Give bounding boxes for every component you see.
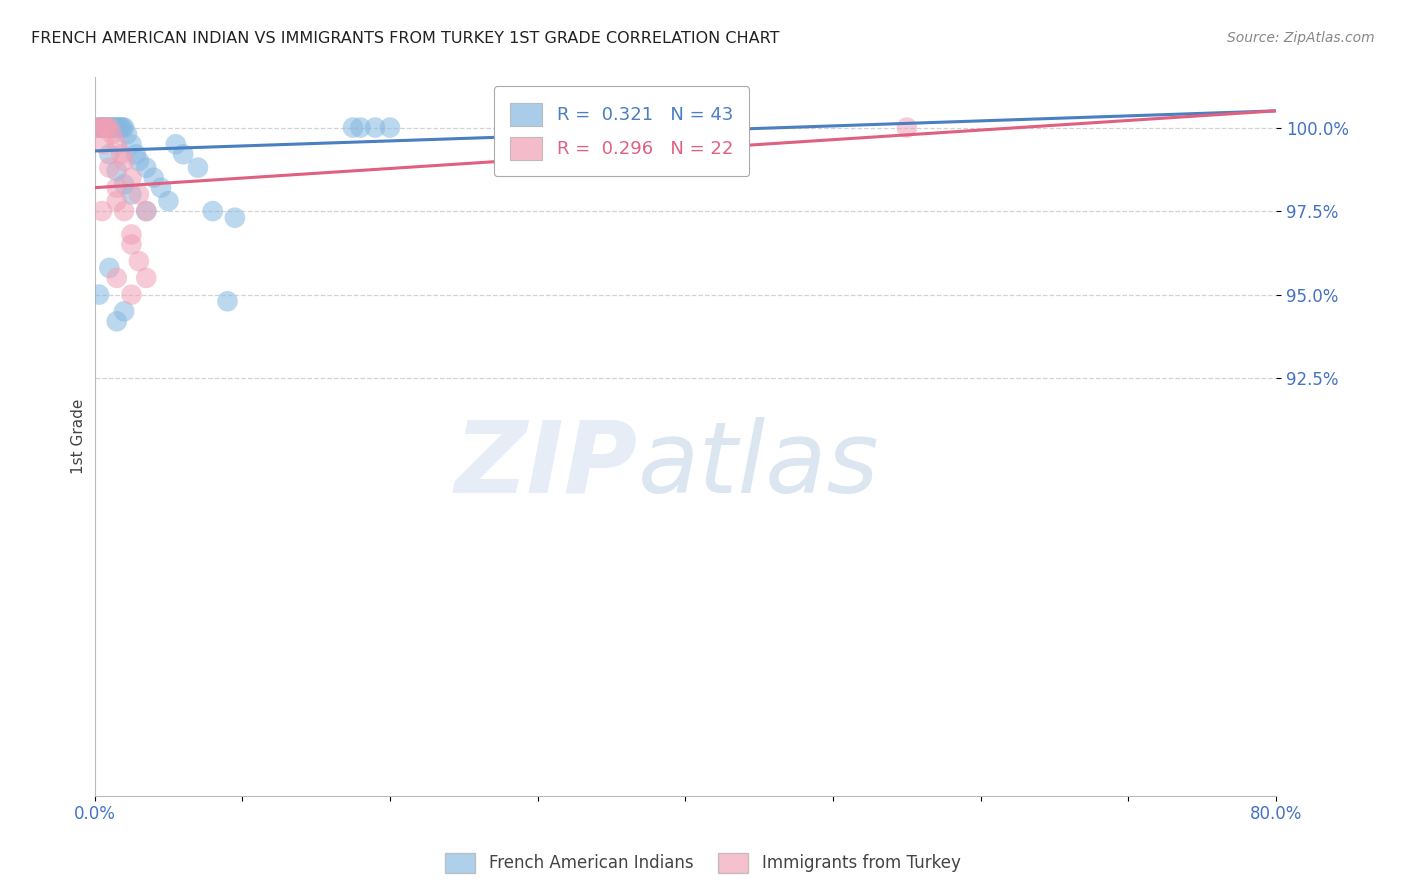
Point [98, 120, 121, 135]
Point [96, 120, 118, 135]
Point [86, 120, 108, 135]
Point [342, 120, 364, 135]
Point [110, 120, 132, 135]
Point [108, 120, 131, 135]
Point [135, 161, 157, 175]
Point [121, 170, 143, 185]
Point [105, 120, 128, 135]
Point [112, 178, 135, 192]
Point [165, 137, 187, 152]
Point [103, 120, 125, 135]
Text: FRENCH AMERICAN INDIAN VS IMMIGRANTS FROM TURKEY 1ST GRADE CORRELATION CHART: FRENCH AMERICAN INDIAN VS IMMIGRANTS FRO… [31, 31, 779, 46]
Point [112, 120, 135, 135]
Point [555, 120, 578, 135]
Point [97, 120, 120, 135]
Point [128, 254, 150, 268]
Legend: R =  0.321   N = 43, R =  0.296   N = 22: R = 0.321 N = 43, R = 0.296 N = 22 [494, 87, 749, 177]
Point [142, 170, 165, 185]
Point [98, 161, 121, 175]
Point [87, 120, 110, 135]
Point [98, 120, 121, 135]
Point [128, 187, 150, 202]
Point [644, 120, 666, 135]
Point [96, 120, 118, 135]
Text: atlas: atlas [638, 417, 880, 514]
Point [187, 161, 209, 175]
Point [105, 314, 128, 328]
Point [93, 120, 115, 135]
Point [364, 120, 387, 135]
Point [91, 204, 114, 219]
Point [105, 137, 128, 152]
Point [115, 127, 138, 141]
Point [104, 120, 127, 135]
Point [121, 187, 143, 202]
Point [87, 287, 110, 301]
Text: ZIP: ZIP [456, 417, 638, 514]
Point [121, 227, 143, 242]
Point [201, 204, 224, 219]
Point [121, 287, 143, 301]
Point [349, 120, 371, 135]
Point [107, 120, 129, 135]
Point [98, 260, 121, 275]
Point [135, 271, 157, 285]
Point [110, 147, 132, 161]
Point [121, 137, 143, 152]
Point [135, 204, 157, 219]
Point [125, 147, 148, 161]
Point [112, 304, 135, 318]
Point [135, 204, 157, 219]
Text: Source: ZipAtlas.com: Source: ZipAtlas.com [1227, 31, 1375, 45]
Point [111, 120, 134, 135]
Point [157, 194, 180, 208]
Point [93, 137, 115, 152]
Point [89, 120, 111, 135]
Point [172, 147, 194, 161]
Point [224, 211, 246, 225]
Point [101, 120, 124, 135]
Point [105, 164, 128, 178]
Legend: French American Indians, Immigrants from Turkey: French American Indians, Immigrants from… [439, 847, 967, 880]
Point [98, 147, 121, 161]
Point [94, 120, 117, 135]
Point [112, 204, 135, 219]
Point [100, 120, 122, 135]
Point [91, 120, 114, 135]
Point [121, 237, 143, 252]
Point [217, 294, 239, 309]
Point [112, 153, 135, 168]
Y-axis label: 1st Grade: 1st Grade [72, 399, 86, 475]
Point [91, 120, 114, 135]
Point [87, 120, 110, 135]
Point [101, 127, 124, 141]
Point [94, 120, 117, 135]
Point [128, 153, 150, 168]
Point [105, 271, 128, 285]
Point [105, 180, 128, 194]
Point [105, 194, 128, 208]
Point [150, 180, 173, 194]
Point [896, 120, 918, 135]
Point [378, 120, 401, 135]
